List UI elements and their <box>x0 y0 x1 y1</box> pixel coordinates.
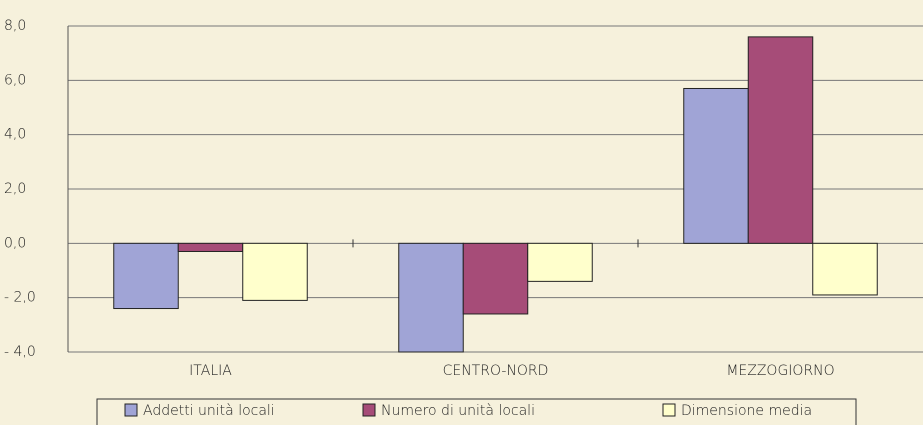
bar <box>177 242 244 252</box>
y-tick-label: 8,0 <box>4 18 26 34</box>
bar <box>683 87 749 244</box>
x-tick-label: ITALIA <box>189 363 232 379</box>
y-tick-label: 6,0 <box>4 72 26 88</box>
x-tick-label: CENTRO-NORD <box>443 363 549 379</box>
bar <box>242 242 308 301</box>
bar <box>747 36 814 244</box>
bar <box>527 242 593 282</box>
x-tick-label: MEZZOGIORNO <box>726 363 834 379</box>
y-tick-label: 2,0 <box>4 181 26 197</box>
legend-label: Numero di unità locali <box>381 403 535 419</box>
legend-swatch <box>662 403 676 417</box>
bar <box>113 242 179 310</box>
y-tick-label: 4,0 <box>4 127 26 143</box>
legend-label: Addetti unità locali <box>143 403 275 419</box>
y-tick-label: - 2,0 <box>4 290 36 306</box>
bar <box>462 242 529 315</box>
legend-swatch <box>124 403 138 417</box>
y-tick-label: - 4,0 <box>4 344 36 360</box>
legend-label: Dimensione media <box>681 403 812 419</box>
legend-box <box>96 398 857 425</box>
y-tick-label: 0,0 <box>4 235 26 251</box>
bar <box>398 242 464 353</box>
bar <box>812 242 878 296</box>
legend-swatch <box>362 403 376 417</box>
